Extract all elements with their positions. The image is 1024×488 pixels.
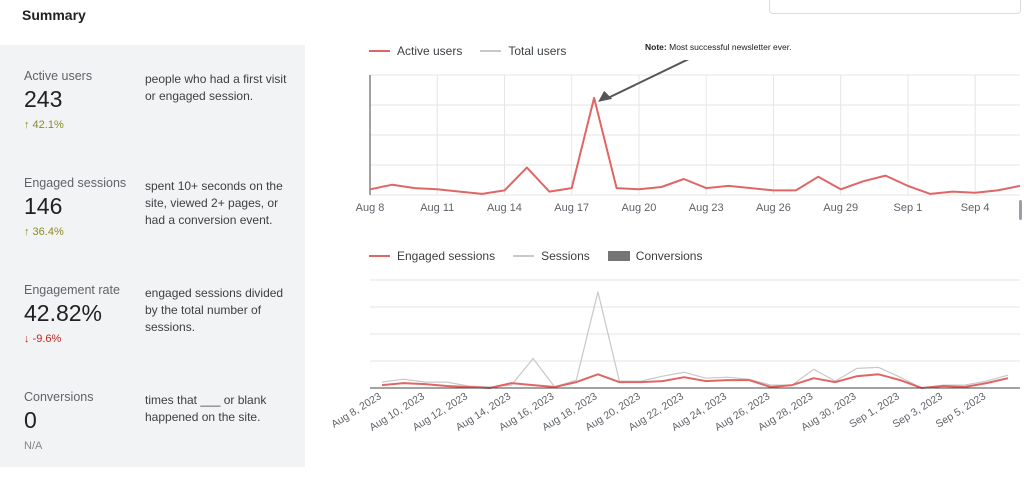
date-range-control[interactable] [769, 0, 1021, 14]
metric-value: 0 [24, 407, 37, 433]
legend-label: Engaged sessions [397, 249, 496, 263]
users-chart-legend: Active users Total users [369, 44, 584, 58]
legend-label: Active users [397, 44, 463, 58]
legend-swatch [480, 50, 502, 52]
series-line-sessions [381, 291, 1009, 389]
x-tick-label: Sep 4 [961, 202, 990, 214]
series-line-total-users [369, 97, 1021, 195]
metric-delta: N/A [24, 440, 43, 452]
metric-delta: ↑ 42.1% [24, 119, 64, 131]
annotation-arrow-head [598, 90, 613, 102]
legend-label: Conversions [635, 249, 703, 263]
users-line-chart: Aug 8 Aug 11 Aug 14 Aug 17 Aug 20 Aug 23 Aug 2… [356, 60, 1021, 214]
legend-item-conversions[interactable]: Conversions [607, 249, 703, 263]
metric-description: spent 10+ seconds on the site, viewed 2+… [145, 179, 283, 227]
chart-annotation: Note: Most successful newsletter ever. [645, 42, 791, 52]
metric-delta: ↓ -9.6% [24, 333, 62, 345]
legend-item-active-users[interactable]: Active users [369, 44, 462, 58]
x-tick-label: Aug 8 [356, 202, 385, 214]
annotation-label: Note: [645, 42, 667, 52]
legend-label: Total users [508, 44, 567, 58]
legend-swatch [369, 50, 390, 52]
x-tick-label: Aug 20 [622, 202, 657, 214]
series-line-active-users [369, 96, 1021, 195]
metric-delta: ↑ 36.4% [24, 226, 64, 238]
sessions-chart-legend: Engaged sessions Sessions Conversions [369, 249, 720, 263]
annotation-arrow-line [605, 60, 690, 100]
legend-swatch [369, 255, 390, 257]
x-tick-label: Aug 23 [689, 202, 724, 214]
legend-item-engaged-sessions[interactable]: Engaged sessions [369, 249, 495, 263]
metric-value: 42.82% [24, 300, 103, 326]
scrollbar-handle[interactable] [1019, 200, 1022, 220]
metric-label: Engagement rate [24, 283, 120, 297]
x-tick-label: Aug 17 [554, 202, 589, 214]
page-title: Summary [22, 7, 86, 23]
metric-description: people who had a first visit or engaged … [145, 72, 287, 103]
metric-value: 146 [24, 193, 63, 219]
summary-panel: Active users 243 ↑ 42.1% people who had … [0, 45, 305, 467]
metric-value: 243 [24, 86, 63, 112]
x-tick-label: Aug 14 [487, 202, 522, 214]
x-tick-label: Aug 29 [823, 202, 858, 214]
legend-swatch [513, 255, 535, 257]
x-tick-label: Aug 11 [420, 202, 454, 214]
x-tick-label: Sep 1 [894, 202, 923, 214]
legend-label: Sessions [541, 249, 590, 263]
metric-label: Engaged sessions [24, 176, 127, 190]
metric-label: Active users [24, 69, 93, 83]
metric-description: engaged sessions divided by the total nu… [145, 286, 284, 334]
legend-item-total-users[interactable]: Total users [480, 44, 566, 58]
legend-item-sessions[interactable]: Sessions [513, 249, 590, 263]
annotation-text: Most successful newsletter ever. [669, 42, 792, 52]
metric-label: Conversions [24, 390, 94, 404]
x-tick-label: Aug 26 [756, 202, 791, 214]
metric-description: times that ___ or blank happened on the … [145, 393, 267, 424]
legend-swatch [607, 251, 630, 261]
